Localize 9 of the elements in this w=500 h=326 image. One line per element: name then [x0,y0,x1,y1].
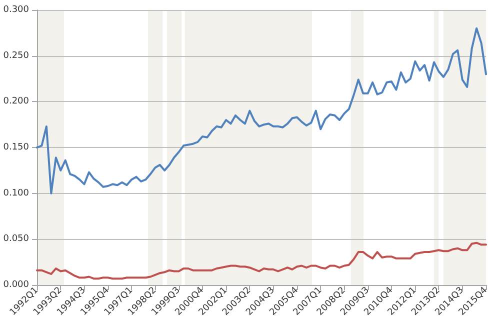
y-tick-label: 0.150 [3,142,30,152]
y-tick-label: 0.300 [3,5,30,15]
y-tick-label: 0.250 [3,50,30,61]
y-tick-label: 0.050 [3,234,30,244]
y-tick-label: 0.200 [3,96,30,107]
line-series [36,27,487,194]
y-tick-label: 0.100 [3,188,30,198]
y-tick-label: 0.000 [3,280,30,290]
line-series [36,242,487,280]
